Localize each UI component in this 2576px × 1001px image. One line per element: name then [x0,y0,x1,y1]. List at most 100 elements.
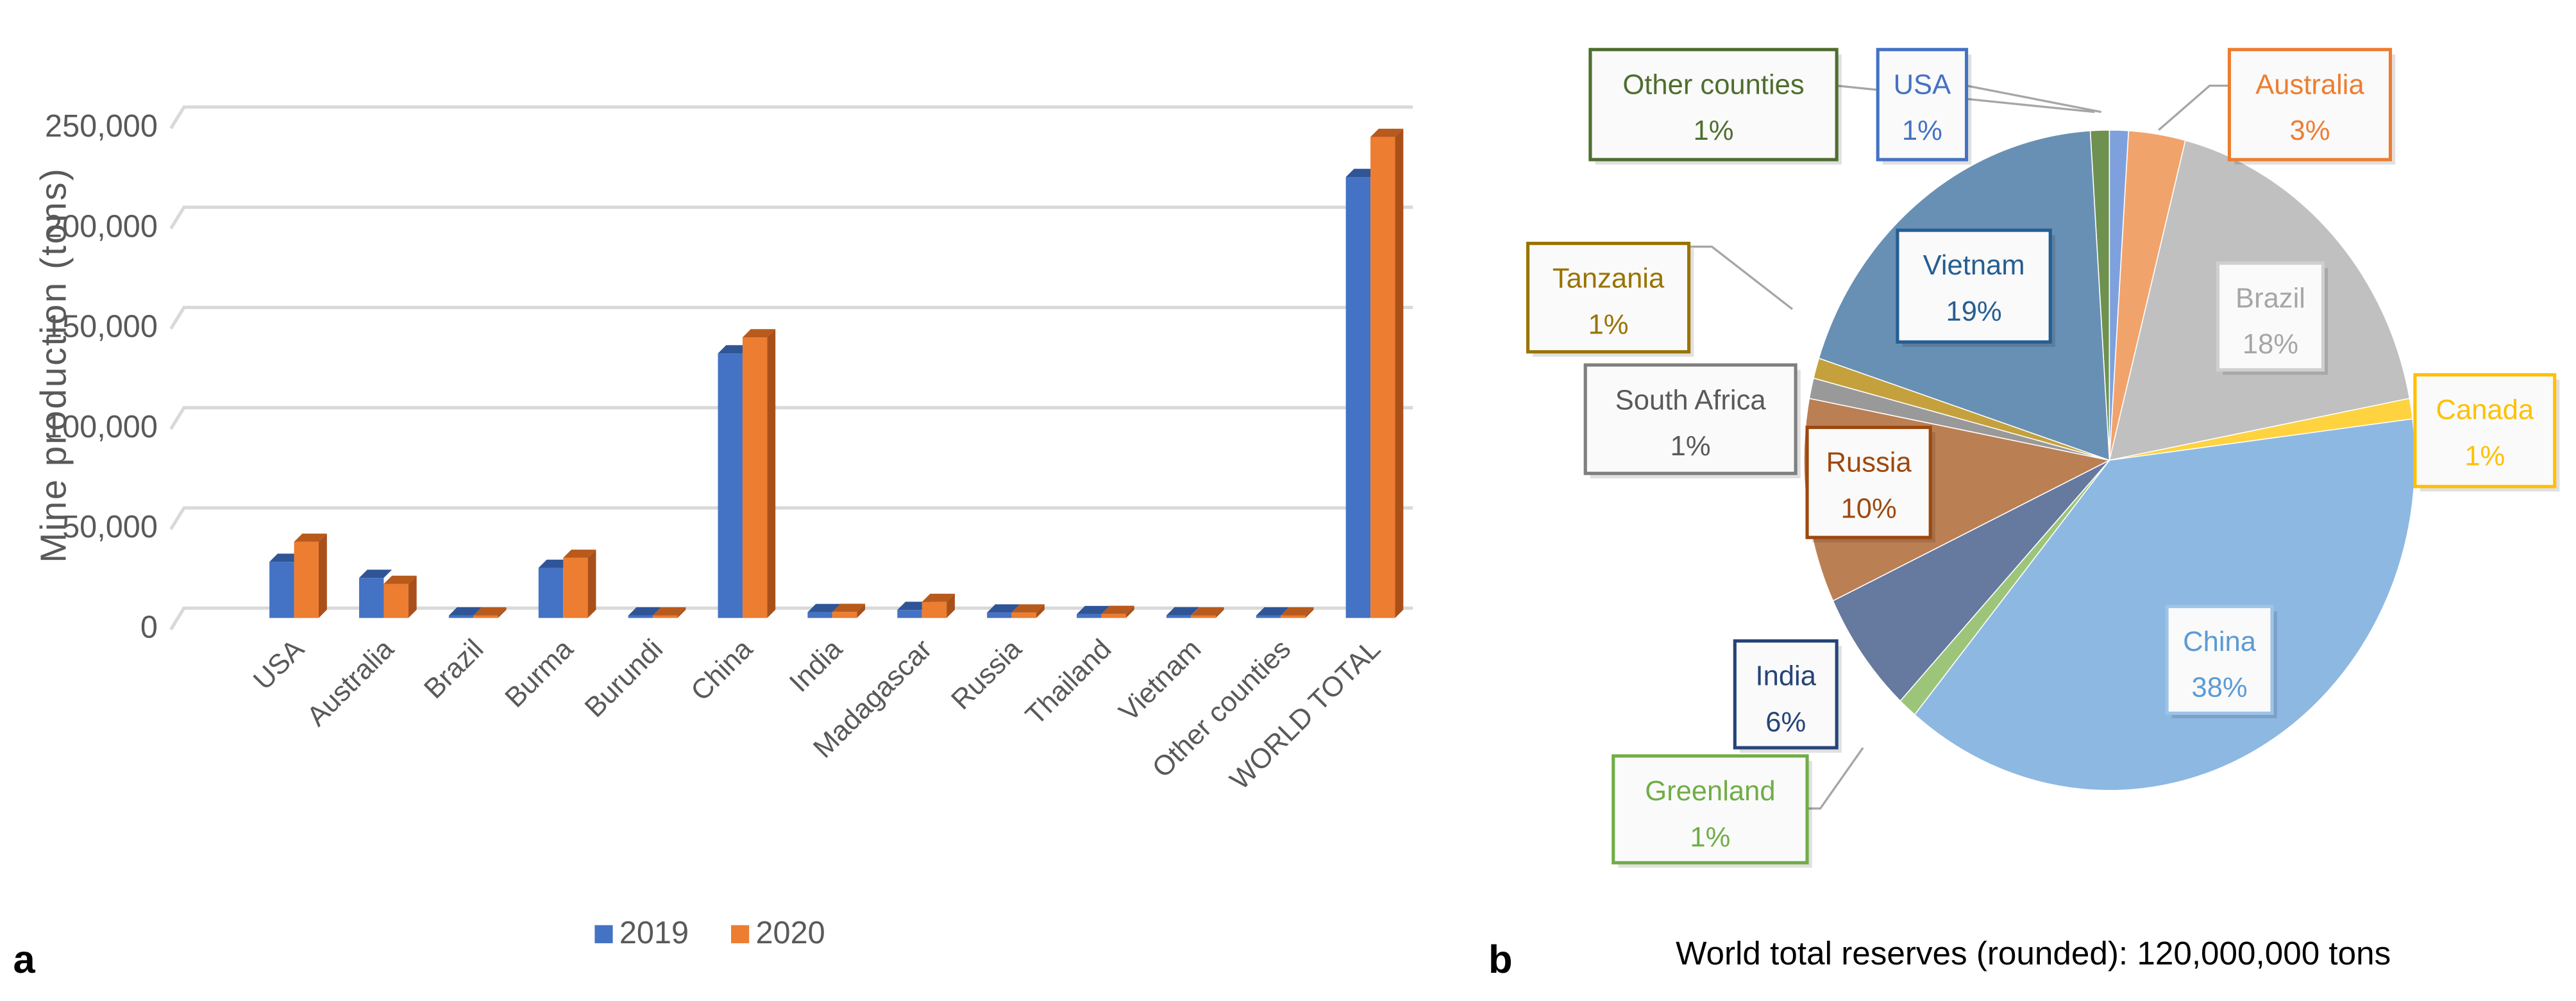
pie-data-labels: Other counties 1% USA 1% Australia 3% Brazil 18… [1526,47,2560,868]
bar-2019-world-total [1345,169,1379,618]
bar-chart-panel: 0 50,000 100,000 150,000 200,000 250,000 Mine… [13,105,1413,982]
gridline [169,606,1413,630]
pie-label-tanzania: Tanzania 1% [1526,242,1694,357]
svg-text:1%: 1% [1694,115,1734,146]
bar-2019-australia [359,569,392,618]
svg-text:Russia: Russia [1826,448,1912,478]
bar-2020-usa [294,534,327,618]
x-tick-label: Burma [500,633,580,713]
gridline [169,105,1413,130]
svg-text:6%: 6% [1765,707,1806,737]
bar-2019-china [718,345,751,618]
x-tick-label: Burundi [579,634,669,723]
legend: 2019 2020 [594,916,825,950]
bar-2020-other-counties [1281,607,1314,618]
pie-label-other-counties: Other counties 1% [1588,47,1842,165]
gridline [169,205,1413,230]
svg-text:Tanzania: Tanzania [1553,264,1665,294]
legend-swatch-2019 [594,925,613,943]
gridlines [169,105,1413,630]
panel-label-b: b [1488,938,1513,982]
pie-label-brazil: Brazil 18% [2216,261,2328,375]
pie-chart-panel: Other counties 1% USA 1% Australia 3% Brazil 18… [1488,47,2560,982]
x-tick-label: Brazil [418,634,489,705]
pie-slice-china [1914,418,2416,791]
bar-2020-madagascar [922,593,955,618]
gridline [169,305,1413,330]
bar-2019-brazil [448,607,482,618]
svg-text:Brazil: Brazil [2235,283,2305,314]
bar-2020-russia [1011,604,1045,618]
bar-2020-india [832,603,866,618]
y-tick-label: 150,000 [45,310,158,344]
gridline [169,406,1413,430]
x-tick-label: China [686,633,759,707]
legend-label-2020: 2020 [755,916,825,950]
svg-text:1%: 1% [2464,441,2505,471]
y-tick-label: 0 [140,610,158,644]
legend-label-2019: 2019 [619,916,689,950]
svg-text:1%: 1% [1690,822,1730,853]
pie-caption: World total reserves (rounded): 120,000,… [1676,935,2391,972]
bar-2020-brazil [473,607,507,618]
svg-text:Greenland: Greenland [1645,776,1775,807]
pie-label-india: India 6% [1733,639,1842,753]
bar-2020-burma [563,550,596,618]
bar-2020-burundi [653,607,686,618]
bar-2020-vietnam [1191,607,1224,618]
x-tick-label: Thailand [1020,634,1117,731]
bar-2019-russia [987,604,1020,618]
bar-2019-india [807,603,841,618]
x-tick-label: Australia [301,633,400,732]
svg-text:China: China [2183,627,2257,657]
svg-text:18%: 18% [2243,329,2298,360]
svg-text:Vietnam: Vietnam [1923,250,2025,281]
svg-text:10%: 10% [1841,493,1897,524]
bar-2020-world-total [1370,128,1404,618]
svg-text:38%: 38% [2191,673,2247,703]
y-tick-label: 250,000 [45,109,158,144]
bars [269,128,1404,618]
svg-text:Australia: Australia [2255,69,2364,100]
svg-text:India: India [1756,661,1817,692]
x-tick-label: Vietnam [1113,634,1207,727]
legend-swatch-2020 [731,925,750,943]
x-tick-label: India [784,633,848,698]
pie-label-canada: Canada 1% [2413,373,2560,492]
y-tick-label: 50,000 [62,510,158,544]
pie-label-south-africa: South Africa 1% [1583,363,1801,478]
x-tick-label: Russia [946,633,1029,716]
y-tick-label: 200,000 [45,209,158,244]
bar-2019-other-counties [1256,607,1290,618]
svg-text:Other counties: Other counties [1622,69,1804,100]
y-axis-title: Mine production (tons) [33,167,73,563]
svg-text:USA: USA [1894,69,1951,100]
pie-label-russia: Russia 10% [1805,425,1935,543]
pie-label-australia: Australia 3% [2227,47,2396,165]
svg-text:3%: 3% [2290,115,2330,146]
svg-text:1%: 1% [1671,431,1711,462]
pie-label-greenland: Greenland 1% [1612,754,1812,868]
y-tick-label: 100,000 [45,410,158,444]
svg-text:1%: 1% [1588,309,1629,340]
panel-label-a: a [13,938,35,982]
bar-2019-burundi [628,607,661,618]
bar-2020-thailand [1101,605,1134,618]
x-tick-label: WORLD TOTAL [1224,634,1386,796]
svg-text:Canada: Canada [2436,395,2534,426]
x-tick-label: USA [248,634,310,696]
y-tick-labels: 0 50,000 100,000 150,000 200,000 250,000 [45,109,158,644]
svg-text:South Africa: South Africa [1615,385,1767,416]
pie-label-china: China 38% [2165,605,2277,718]
svg-text:1%: 1% [1902,115,1942,146]
bar-2019-vietnam [1166,607,1200,618]
pie-label-usa: USA 1% [1876,47,1972,165]
bar-2020-china [742,329,776,618]
bar-2020-australia [383,575,417,618]
pie-slice-india [1832,460,2110,702]
svg-text:19%: 19% [1946,296,2001,327]
gridline [169,506,1413,530]
pie-label-vietnam: Vietnam 19% [1896,228,2055,347]
